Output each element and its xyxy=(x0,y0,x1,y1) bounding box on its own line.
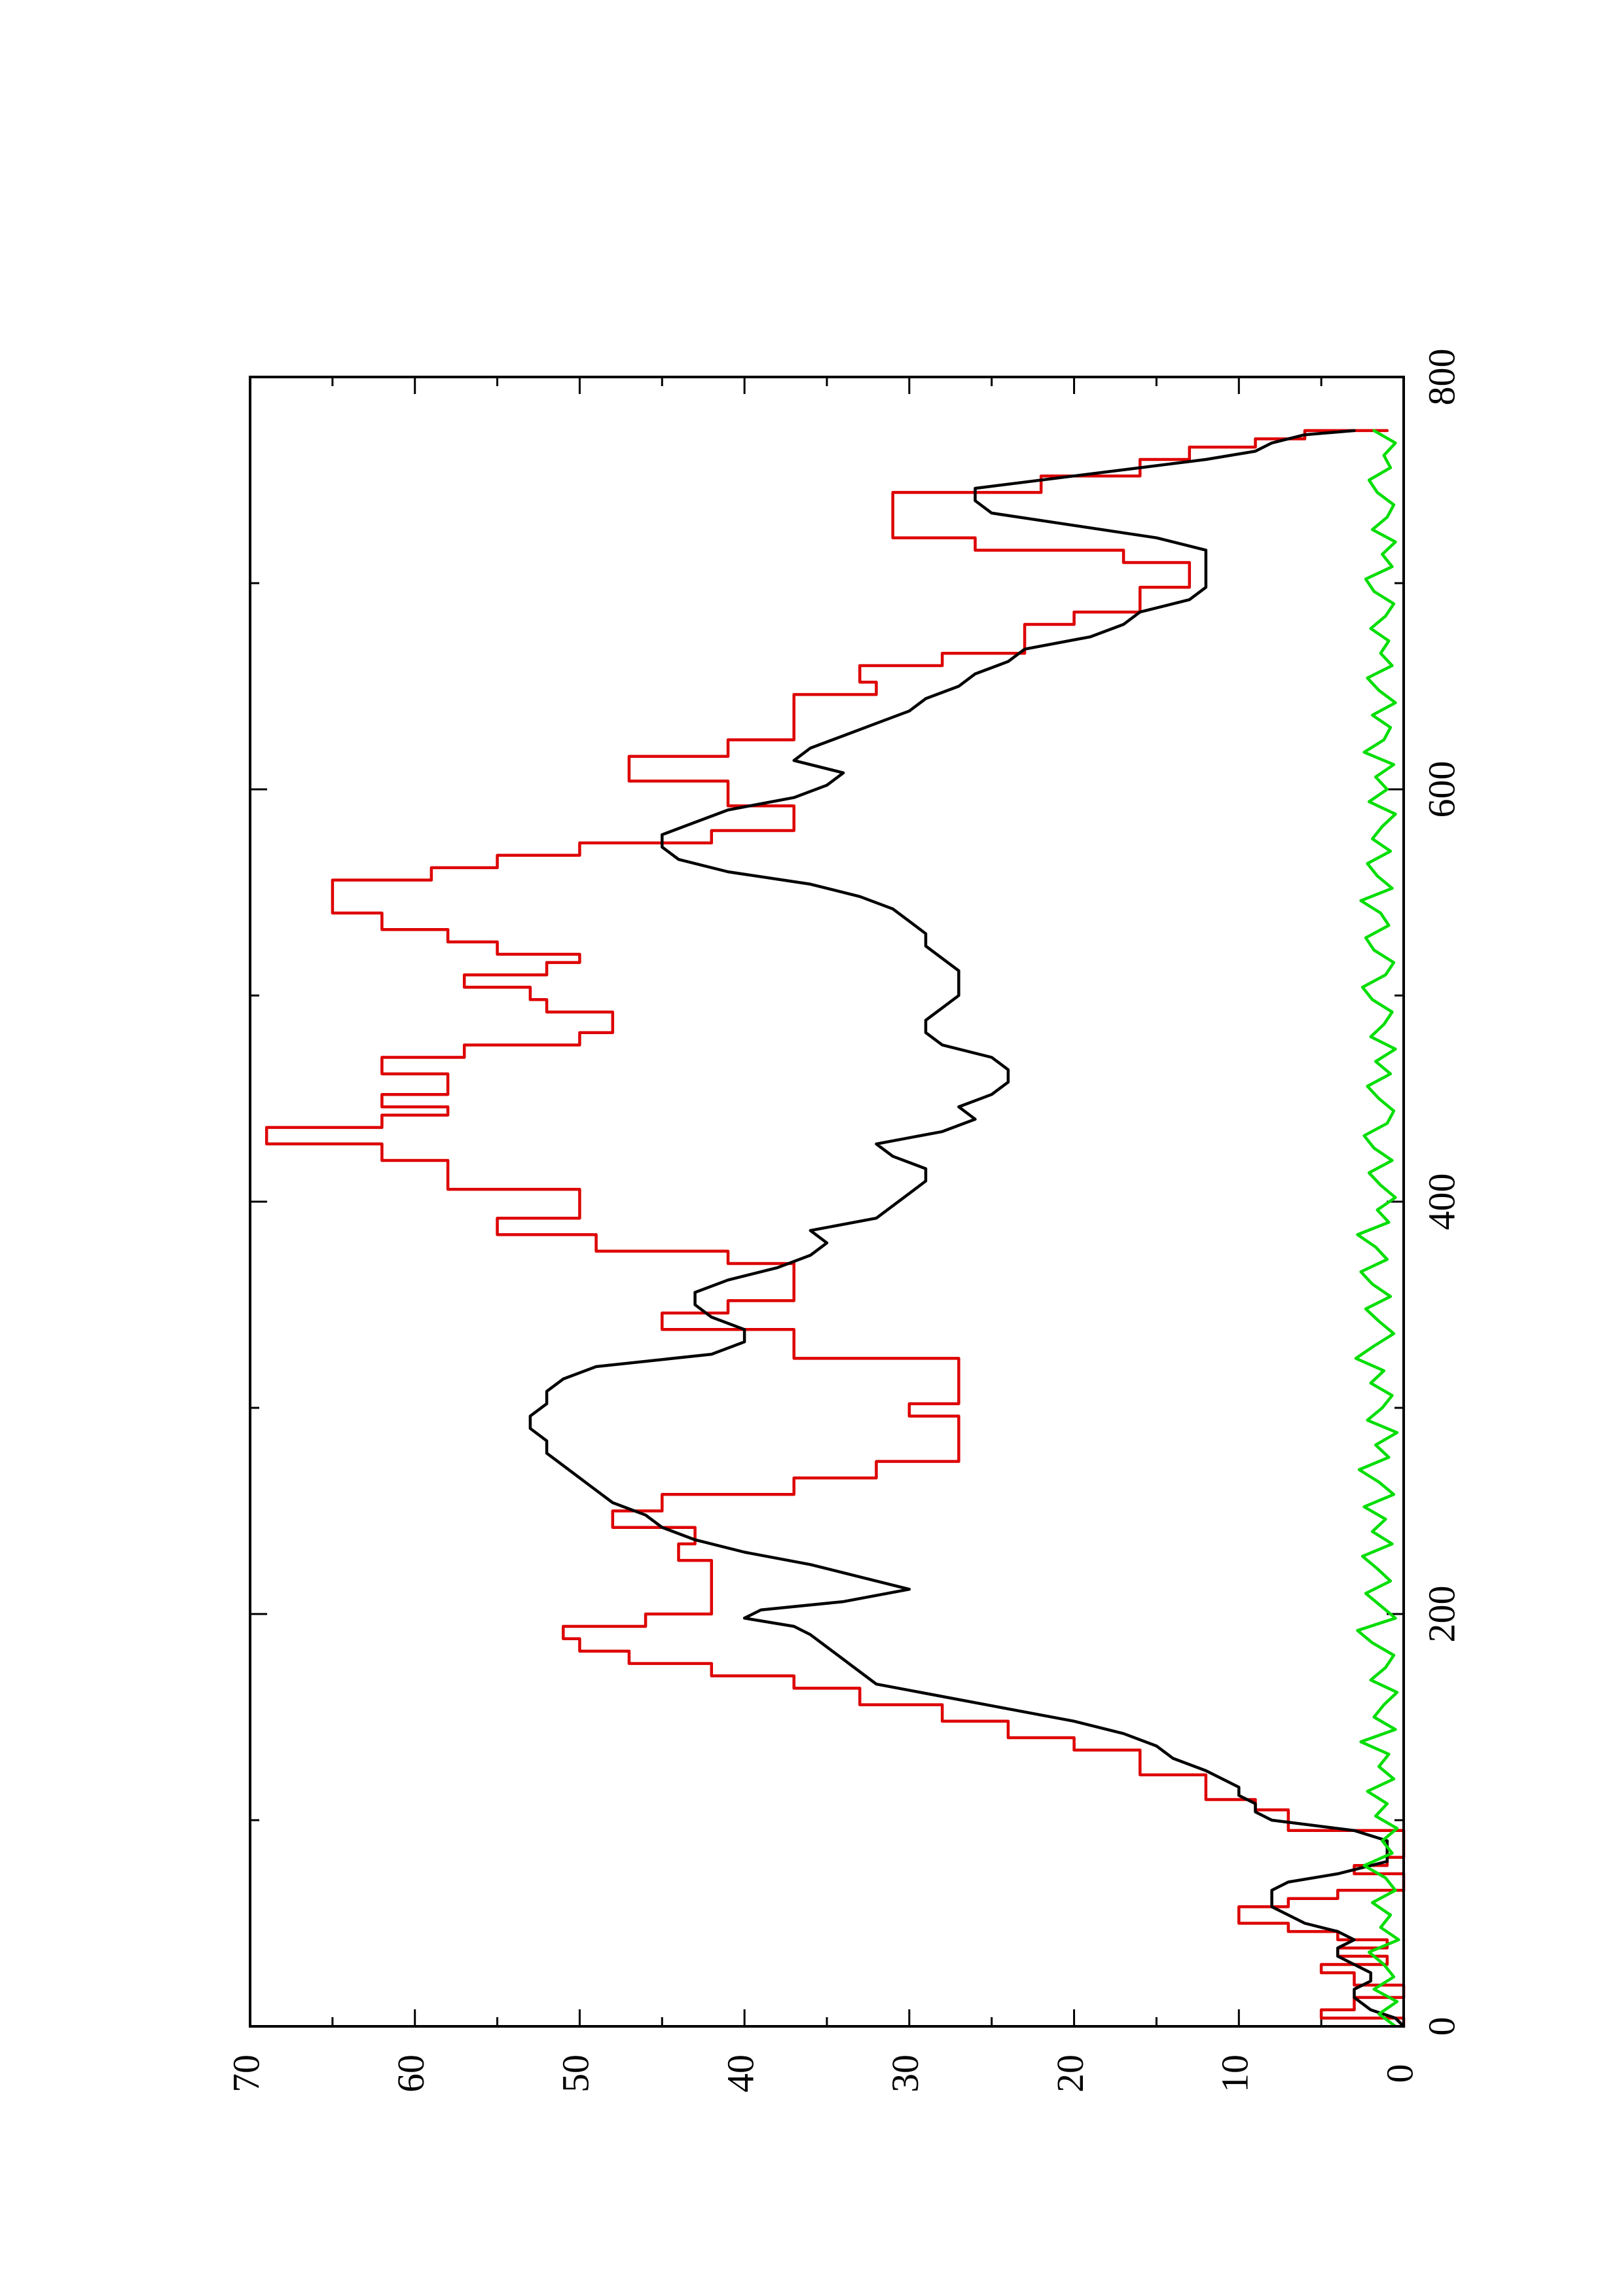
x-tick-label: 400 xyxy=(1420,1174,1463,1230)
y-tick-label: 20 xyxy=(1049,2054,1091,2092)
y-tick-label: 30 xyxy=(884,2054,926,2092)
series-line-2 xyxy=(528,429,1406,2028)
y-tick-label: 70 xyxy=(225,2054,267,2092)
x-tick-label: 200 xyxy=(1420,1586,1463,1643)
x-tick-label: 800 xyxy=(1420,349,1463,406)
y-tick-label: 10 xyxy=(1214,2054,1256,2092)
ticks-layer xyxy=(250,377,1404,2026)
y-tick-label: 60 xyxy=(390,2054,432,2092)
plot-frame xyxy=(249,376,1405,2028)
series-line-3 xyxy=(1354,429,1400,2028)
x-tick-label: 600 xyxy=(1420,761,1463,818)
tick-labels-layer: 0 200 400 600 800 0 10 20 30 40 50 60 70 xyxy=(225,349,1463,2093)
y-tick-label: 50 xyxy=(555,2054,597,2092)
y-tick-label: 0 xyxy=(1378,2064,1421,2083)
y-tick-label: 40 xyxy=(719,2054,761,2092)
x-tick-label: 0 xyxy=(1420,2017,1463,2036)
